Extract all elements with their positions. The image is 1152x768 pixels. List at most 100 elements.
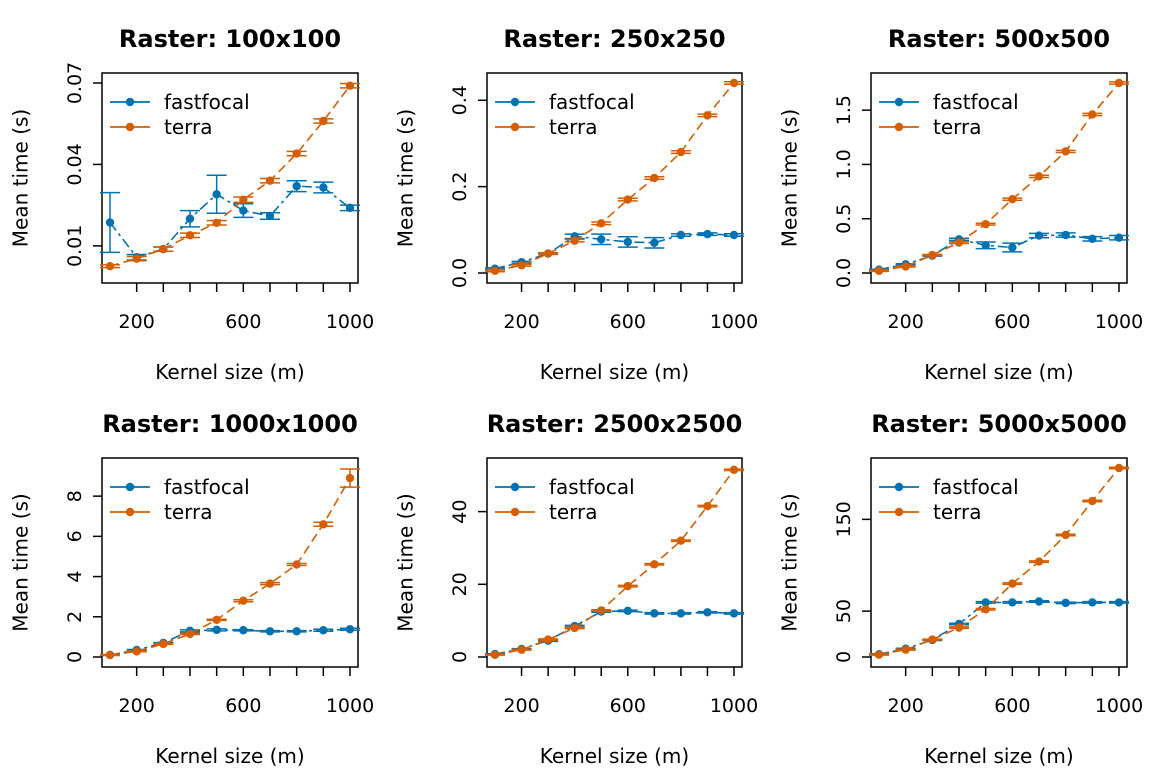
- data-point: [159, 244, 168, 254]
- plot-frame: [486, 457, 743, 668]
- data-point: [1034, 231, 1044, 240]
- series-terra: [100, 468, 360, 660]
- x-tick-label: 600: [225, 311, 261, 333]
- data-point: [954, 623, 964, 632]
- x-tick-label: 600: [610, 695, 646, 717]
- data-point: [517, 645, 526, 654]
- data-point: [239, 626, 248, 635]
- series-line: [109, 85, 351, 267]
- data-point: [650, 238, 659, 247]
- data-point: [570, 623, 579, 633]
- data-point: [239, 206, 248, 215]
- y-axis-label: Mean time (s): [778, 109, 802, 247]
- x-tick-label: 1000: [710, 695, 758, 717]
- y-tick-label: 1.0: [833, 149, 855, 179]
- y-tick-label: 0.5: [833, 204, 855, 234]
- data-point: [597, 606, 606, 615]
- legend-label: terra: [549, 115, 598, 139]
- data-point: [1061, 530, 1070, 540]
- x-tick-label: 600: [225, 695, 261, 717]
- data-point: [490, 650, 500, 660]
- data-point: [490, 266, 500, 276]
- data-point: [928, 250, 937, 260]
- series-line: [109, 628, 351, 656]
- data-point: [703, 111, 712, 120]
- y-tick-label: 0.07: [64, 62, 86, 104]
- data-point: [623, 195, 632, 204]
- data-point: [650, 173, 659, 183]
- data-point: [292, 560, 301, 569]
- data-point: [105, 262, 115, 271]
- data-point: [928, 635, 937, 644]
- data-point: [239, 195, 248, 204]
- legend-label: terra: [933, 500, 982, 524]
- data-point: [981, 219, 990, 229]
- y-axis-label: Mean time (s): [778, 493, 802, 631]
- data-point: [185, 231, 195, 240]
- y-axis-label: Mean time (s): [394, 109, 418, 247]
- data-point: [159, 639, 168, 649]
- data-point: [1114, 463, 1124, 473]
- y-tick-label: 2: [64, 611, 86, 623]
- x-axis-label: Kernel size (m): [540, 744, 689, 768]
- data-point: [517, 261, 526, 270]
- x-tick-label: 1000: [326, 695, 374, 717]
- y-axis-label: Mean time (s): [9, 493, 33, 631]
- data-point: [901, 262, 910, 271]
- plot-frame: [870, 457, 1128, 668]
- y-axis-label: Mean time (s): [394, 493, 418, 631]
- y-tick-label: 0.01: [64, 225, 86, 267]
- chart-title: Raster: 5000x5000: [871, 410, 1127, 438]
- data-point: [729, 230, 739, 240]
- x-tick-label: 200: [888, 311, 924, 333]
- legend-swatch-point: [125, 482, 135, 492]
- data-point: [676, 536, 686, 545]
- legend-label: terra: [933, 115, 982, 139]
- x-tick-label: 200: [503, 695, 539, 717]
- x-tick-label: 600: [610, 311, 646, 333]
- data-point: [265, 627, 275, 636]
- legend-swatch-point: [894, 507, 904, 517]
- data-point: [292, 181, 301, 191]
- y-tick-label: 40: [449, 500, 471, 524]
- x-tick-label: 200: [503, 311, 539, 333]
- legend-swatch-point: [125, 507, 135, 517]
- data-point: [1114, 598, 1124, 607]
- data-point: [981, 605, 990, 614]
- data-point: [1088, 496, 1097, 506]
- data-point: [1034, 597, 1044, 606]
- data-point: [265, 579, 275, 588]
- legend-swatch-point: [894, 122, 904, 132]
- data-point: [105, 218, 115, 227]
- series-line: [494, 609, 735, 655]
- y-tick-label: 0.4: [449, 85, 471, 115]
- legend-label: fastfocal: [933, 90, 1019, 114]
- legend-label: fastfocal: [164, 475, 250, 499]
- chart-panel-1: Raster: 100x100 200 600 1000 0.01 0.04 0.07 Ker…: [9, 25, 375, 384]
- data-point: [132, 647, 141, 656]
- x-tick-label: 200: [119, 311, 155, 333]
- legend-swatch-point: [510, 507, 520, 517]
- data-point: [319, 183, 328, 192]
- data-point: [345, 625, 355, 634]
- chart-panel-2: Raster: 250x250 200 600 1000 0.0 0.2 0.4 Kernel…: [394, 25, 759, 384]
- data-point: [623, 606, 632, 616]
- legend-swatch-point: [510, 482, 520, 492]
- data-point: [981, 598, 990, 607]
- plot-frame: [101, 72, 359, 284]
- y-axis-label: Mean time (s): [9, 109, 33, 247]
- data-point: [1114, 233, 1124, 242]
- data-point: [1008, 243, 1017, 252]
- legend-swatch-point: [894, 97, 904, 107]
- data-point: [981, 241, 990, 250]
- y-tick-label: 1.5: [833, 95, 855, 125]
- series-line: [878, 600, 1119, 655]
- data-point: [650, 560, 659, 569]
- x-axis-label: Kernel size (m): [924, 744, 1073, 768]
- data-point: [543, 635, 553, 644]
